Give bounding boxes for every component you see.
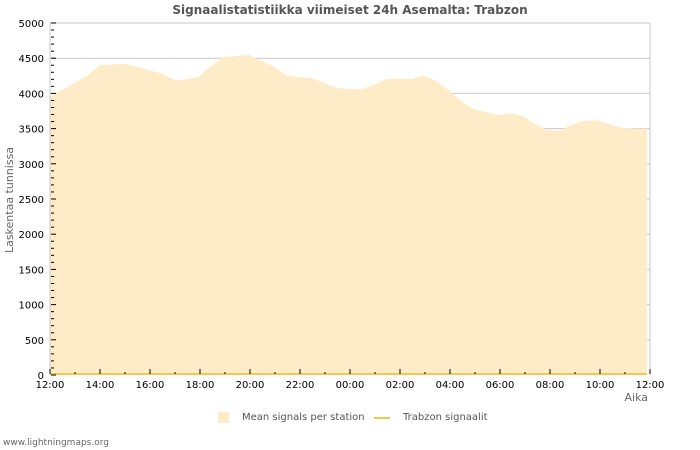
x-axis-ticks: 12:00 14:00 16:00 18:00 20:00 22:00 00:00 02:00… bbox=[36, 369, 665, 391]
svg-text:16:00: 16:00 bbox=[136, 380, 165, 391]
chart-title: Signaalistatistiikka viimeiset 24h Asema… bbox=[172, 3, 528, 17]
svg-text:500: 500 bbox=[25, 336, 44, 347]
svg-text:1500: 1500 bbox=[19, 265, 44, 276]
y-axis-title: Laskentaa tunnissa bbox=[3, 147, 16, 253]
svg-text:12:00: 12:00 bbox=[36, 380, 65, 391]
legend-item-mean-signals[interactable]: Mean signals per station bbox=[218, 412, 365, 423]
svg-text:3500: 3500 bbox=[19, 125, 44, 136]
legend-item-station-signals[interactable]: Trabzon signaalit bbox=[374, 412, 488, 423]
svg-text:5000: 5000 bbox=[19, 19, 44, 30]
x-axis-title: Aika bbox=[625, 391, 649, 404]
svg-text:2500: 2500 bbox=[19, 195, 44, 206]
y-axis-ticks: 0 500 1000 1500 2000 2500 3000 3500 4000 4500 5000 bbox=[19, 19, 56, 382]
svg-text:0: 0 bbox=[38, 371, 44, 382]
svg-text:00:00: 00:00 bbox=[336, 380, 365, 391]
footer-credit: www.lightningmaps.org bbox=[3, 438, 109, 448]
svg-text:06:00: 06:00 bbox=[486, 380, 515, 391]
mean-signals-area bbox=[50, 54, 647, 375]
svg-text:18:00: 18:00 bbox=[186, 380, 215, 391]
svg-text:4000: 4000 bbox=[19, 89, 44, 100]
svg-text:02:00: 02:00 bbox=[386, 380, 415, 391]
svg-text:04:00: 04:00 bbox=[436, 380, 465, 391]
svg-text:4500: 4500 bbox=[19, 54, 44, 65]
svg-text:3000: 3000 bbox=[19, 160, 44, 171]
svg-text:20:00: 20:00 bbox=[236, 380, 265, 391]
svg-text:14:00: 14:00 bbox=[86, 380, 115, 391]
area-swatch-icon bbox=[218, 412, 229, 423]
legend-label: Mean signals per station bbox=[242, 412, 365, 423]
line-swatch-icon bbox=[374, 416, 390, 419]
svg-text:2000: 2000 bbox=[19, 230, 44, 241]
svg-text:08:00: 08:00 bbox=[536, 380, 565, 391]
axes bbox=[49, 22, 651, 375]
svg-text:22:00: 22:00 bbox=[286, 380, 315, 391]
svg-text:12:00: 12:00 bbox=[636, 380, 665, 391]
svg-text:1000: 1000 bbox=[19, 301, 44, 312]
legend-label: Trabzon signaalit bbox=[403, 412, 488, 423]
svg-text:10:00: 10:00 bbox=[586, 380, 615, 391]
